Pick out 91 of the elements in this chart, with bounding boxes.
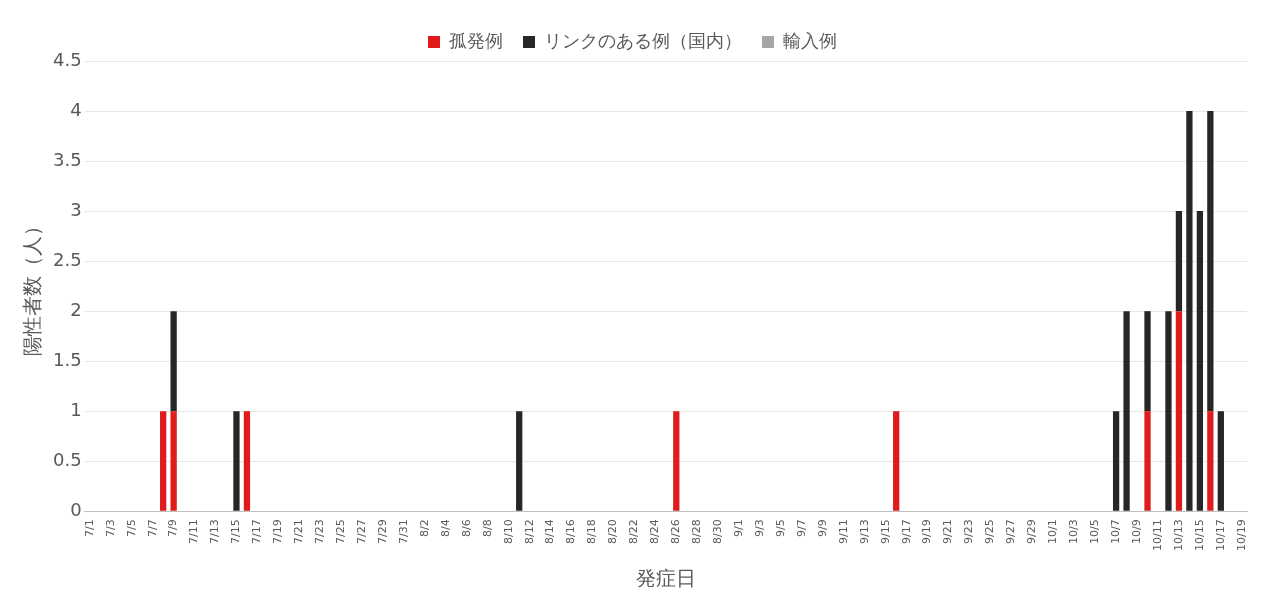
y-tick-label: 3 bbox=[70, 198, 82, 220]
x-tick-label: 7/1 bbox=[82, 519, 96, 537]
x-tick-label: 10/9 bbox=[1129, 519, 1143, 544]
bar bbox=[1112, 411, 1120, 511]
x-tick-label: 9/1 bbox=[731, 519, 745, 537]
x-tick-label: 10/17 bbox=[1213, 519, 1227, 551]
bar bbox=[673, 411, 680, 511]
bar bbox=[1196, 211, 1204, 511]
x-tick-label: 8/8 bbox=[480, 519, 494, 537]
x-tick-label: 7/19 bbox=[271, 519, 285, 544]
x-tick-label: 8/12 bbox=[522, 519, 536, 544]
x-tick-label: 9/19 bbox=[920, 519, 934, 544]
x-tick-label: 8/2 bbox=[417, 519, 431, 537]
x-tick-label: 7/11 bbox=[187, 519, 201, 544]
bar bbox=[1207, 111, 1214, 412]
y-tick-label: 0 bbox=[70, 498, 82, 520]
x-tick-label: 7/13 bbox=[208, 519, 222, 544]
bar bbox=[160, 411, 167, 511]
x-tick-label: 7/27 bbox=[354, 519, 368, 544]
x-tick-label: 9/9 bbox=[815, 519, 829, 537]
x-tick-label: 8/10 bbox=[501, 519, 515, 544]
x-tick-label: 7/3 bbox=[103, 519, 117, 537]
x-tick-label: 9/11 bbox=[836, 519, 850, 544]
x-tick-label: 10/1 bbox=[1046, 519, 1060, 544]
bar bbox=[233, 411, 240, 511]
y-tick-label: 1.5 bbox=[52, 348, 82, 370]
x-tick-label: 8/4 bbox=[438, 519, 452, 537]
y-tick-label: 4.5 bbox=[52, 48, 82, 70]
x-tick-label: 8/16 bbox=[564, 519, 578, 544]
x-tick-label: 8/24 bbox=[648, 519, 662, 544]
legend-label: 孤発例 bbox=[449, 29, 503, 51]
x-tick-label: 10/13 bbox=[1171, 519, 1185, 551]
bar bbox=[1144, 411, 1151, 511]
bar bbox=[1123, 311, 1130, 511]
x-tick-label: 9/5 bbox=[773, 519, 787, 537]
x-tick-label: 9/23 bbox=[962, 519, 976, 544]
bar bbox=[170, 311, 177, 412]
x-tick-label: 7/23 bbox=[313, 519, 327, 544]
bar bbox=[1144, 311, 1151, 412]
y-tick-label: 2 bbox=[70, 298, 82, 320]
x-tick-label: 7/29 bbox=[375, 519, 389, 544]
y-tick-label: 4 bbox=[70, 98, 82, 120]
bar bbox=[893, 411, 900, 511]
x-tick-label: 8/30 bbox=[711, 519, 725, 544]
x-tick-label: 9/13 bbox=[857, 519, 871, 544]
x-tick-label: 9/21 bbox=[941, 519, 955, 544]
y-axis-title: 陽性者数（人） bbox=[20, 216, 45, 357]
x-tick-label: 9/7 bbox=[794, 519, 808, 537]
y-tick-label: 1 bbox=[70, 398, 82, 420]
bar bbox=[1165, 311, 1172, 511]
x-tick-label: 8/26 bbox=[669, 519, 683, 544]
bar bbox=[516, 411, 523, 511]
x-tick-label: 9/15 bbox=[878, 519, 892, 544]
bar bbox=[1186, 111, 1193, 511]
legend-label: 輸入例 bbox=[783, 29, 837, 51]
x-tick-label: 8/22 bbox=[627, 519, 641, 544]
x-tick-label: 8/14 bbox=[543, 519, 557, 544]
x-tick-label: 10/15 bbox=[1192, 519, 1206, 551]
x-tick-label: 10/19 bbox=[1234, 519, 1248, 551]
x-tick-label: 9/29 bbox=[1025, 519, 1039, 544]
x-tick-label: 9/3 bbox=[752, 519, 766, 537]
bar bbox=[1175, 211, 1183, 312]
bar bbox=[1207, 411, 1214, 511]
x-tick-label: 7/17 bbox=[250, 519, 264, 544]
x-axis-title: 発症日 bbox=[635, 566, 696, 591]
y-tick-label: 0.5 bbox=[52, 448, 82, 470]
x-tick-label: 7/9 bbox=[166, 519, 180, 537]
x-tick-label: 7/15 bbox=[229, 519, 243, 544]
y-tick-label: 2.5 bbox=[52, 248, 82, 270]
bar bbox=[170, 411, 177, 511]
x-tick-label: 10/7 bbox=[1108, 519, 1122, 544]
x-tick-label: 7/21 bbox=[292, 519, 306, 544]
x-tick-label: 8/28 bbox=[690, 519, 704, 544]
x-tick-label: 7/5 bbox=[124, 519, 138, 537]
x-tick-label: 10/5 bbox=[1088, 519, 1102, 544]
x-tick-label: 7/31 bbox=[396, 519, 410, 544]
bar bbox=[1175, 311, 1183, 511]
x-tick-label: 10/3 bbox=[1067, 519, 1081, 544]
x-tick-label: 8/20 bbox=[606, 519, 620, 544]
x-tick-label: 9/17 bbox=[899, 519, 913, 544]
x-tick-label: 8/18 bbox=[585, 519, 599, 544]
x-tick-label: 8/6 bbox=[459, 519, 473, 537]
bar bbox=[1217, 411, 1224, 511]
x-tick-label: 7/7 bbox=[145, 519, 159, 537]
y-tick-label: 3.5 bbox=[52, 148, 82, 170]
legend-label: リンクのある例（国内） bbox=[544, 29, 742, 51]
bar bbox=[243, 411, 251, 511]
x-tick-label: 7/25 bbox=[334, 519, 348, 544]
x-tick-label: 10/11 bbox=[1150, 519, 1164, 551]
x-tick-label: 9/25 bbox=[983, 519, 997, 544]
x-tick-label: 9/27 bbox=[1004, 519, 1018, 544]
